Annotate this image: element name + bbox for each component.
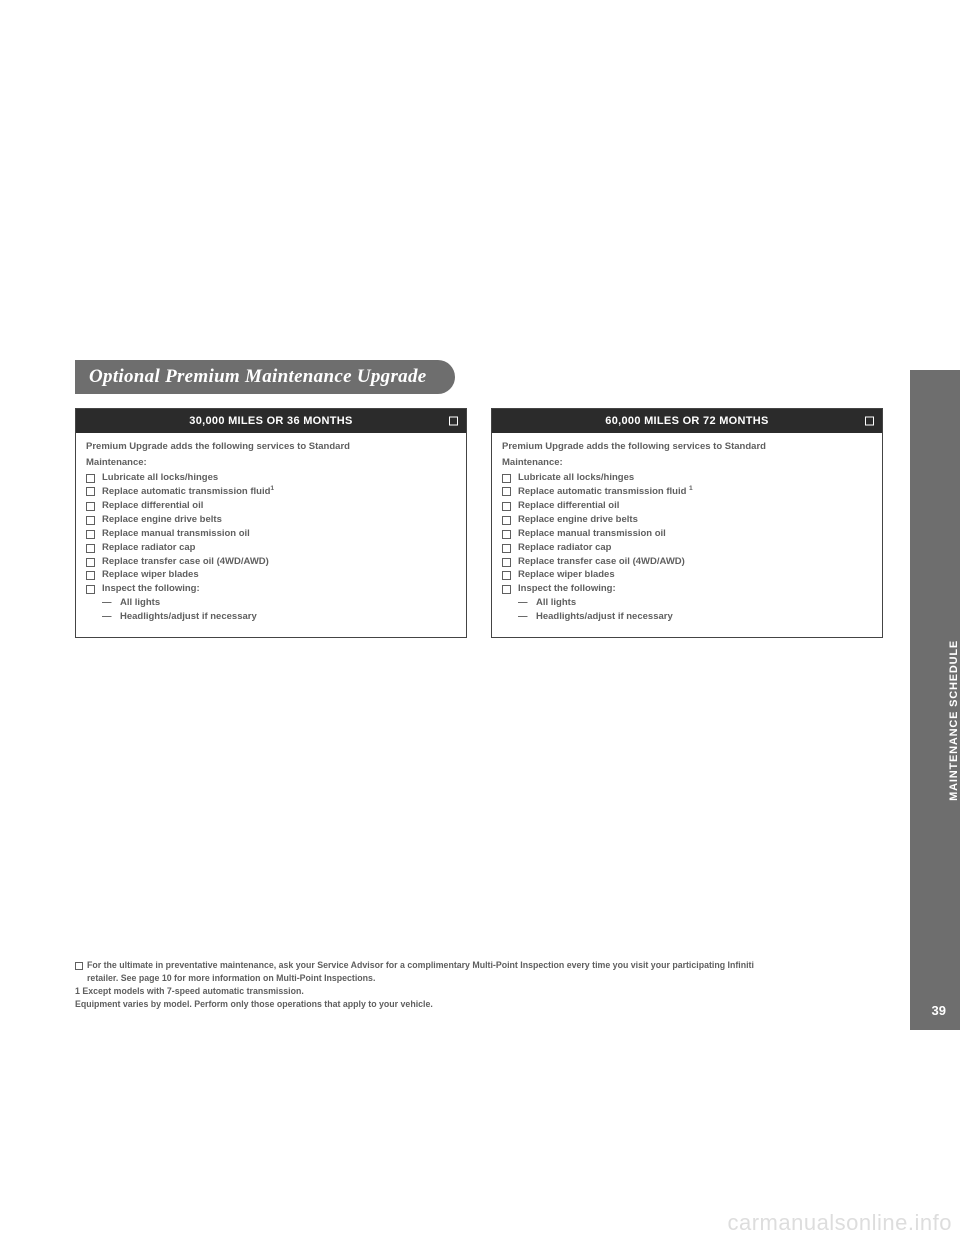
list-item: Inspect the following:	[86, 583, 456, 596]
footnote-line: retailer. See page 10 for more informati…	[75, 973, 865, 985]
footnote-line: 1 Except models with 7-speed automatic t…	[75, 986, 865, 998]
list-item: Replace wiper blades	[86, 569, 456, 582]
intro-line-1: Premium Upgrade adds the following servi…	[86, 441, 456, 454]
list-item: All lights	[518, 597, 872, 610]
list-item: All lights	[102, 597, 456, 610]
list-item: Replace engine drive belts	[86, 514, 456, 527]
list-item: Replace radiator cap	[502, 542, 872, 555]
footnote-ref: 1	[689, 485, 693, 492]
intro-line-1: Premium Upgrade adds the following servi…	[502, 441, 872, 454]
footnote-line: For the ultimate in preventative mainten…	[75, 960, 865, 972]
list-item: Lubricate all locks/hinges	[502, 472, 872, 485]
footnote-line: Equipment varies by model. Perform only …	[75, 999, 865, 1011]
inspect-list: All lights Headlights/adjust if necessar…	[518, 597, 872, 624]
list-item: Headlights/adjust if necessary	[102, 611, 456, 624]
card-body: Premium Upgrade adds the following servi…	[492, 433, 882, 637]
card-header-text: 60,000 MILES OR 72 MONTHS	[605, 415, 768, 427]
list-item: Replace automatic transmission fluid 1	[502, 485, 872, 499]
inspect-list: All lights Headlights/adjust if necessar…	[102, 597, 456, 624]
card-30k: 30,000 MILES OR 36 MONTHS Premium Upgrad…	[75, 408, 467, 638]
list-item: Replace radiator cap	[86, 542, 456, 555]
intro-line-2: Maintenance:	[502, 457, 872, 470]
list-item: Replace manual transmission oil	[86, 528, 456, 541]
list-item: Replace automatic transmission fluid1	[86, 485, 456, 499]
list-item: Replace engine drive belts	[502, 514, 872, 527]
checkbox-icon	[865, 417, 874, 426]
title-bar-wrap: Optional Premium Maintenance Upgrade	[75, 360, 885, 394]
intro-line-2: Maintenance:	[86, 457, 456, 470]
list-item: Replace differential oil	[502, 500, 872, 513]
card-header: 60,000 MILES OR 72 MONTHS	[492, 409, 882, 433]
card-60k: 60,000 MILES OR 72 MONTHS Premium Upgrad…	[491, 408, 883, 638]
list-item: Lubricate all locks/hinges	[86, 472, 456, 485]
card-body: Premium Upgrade adds the following servi…	[76, 433, 466, 637]
list-item: Headlights/adjust if necessary	[518, 611, 872, 624]
footnote-ref: 1	[270, 485, 274, 492]
service-list: Lubricate all locks/hinges Replace autom…	[86, 472, 456, 596]
page-title: Optional Premium Maintenance Upgrade	[75, 360, 455, 394]
footnotes: For the ultimate in preventative mainten…	[75, 960, 865, 1012]
cards-row: 30,000 MILES OR 36 MONTHS Premium Upgrad…	[75, 408, 885, 638]
list-item-text: Replace automatic transmission fluid	[102, 487, 270, 498]
list-item: Replace wiper blades	[502, 569, 872, 582]
checkbox-icon	[449, 417, 458, 426]
list-item: Replace transfer case oil (4WD/AWD)	[502, 556, 872, 569]
list-item: Replace manual transmission oil	[502, 528, 872, 541]
card-header-text: 30,000 MILES OR 36 MONTHS	[189, 415, 352, 427]
service-list: Lubricate all locks/hinges Replace autom…	[502, 472, 872, 596]
list-item: Replace transfer case oil (4WD/AWD)	[86, 556, 456, 569]
page-number: 39	[932, 1003, 946, 1018]
list-item-text: Replace automatic transmission fluid	[518, 487, 689, 498]
list-item: Replace differential oil	[86, 500, 456, 513]
side-tab-label: MAINTENANCE SCHEDULE	[948, 640, 960, 801]
watermark: carmanualsonline.info	[727, 1210, 952, 1236]
page-content: Optional Premium Maintenance Upgrade 30,…	[75, 360, 885, 638]
list-item: Inspect the following:	[502, 583, 872, 596]
card-header: 30,000 MILES OR 36 MONTHS	[76, 409, 466, 433]
